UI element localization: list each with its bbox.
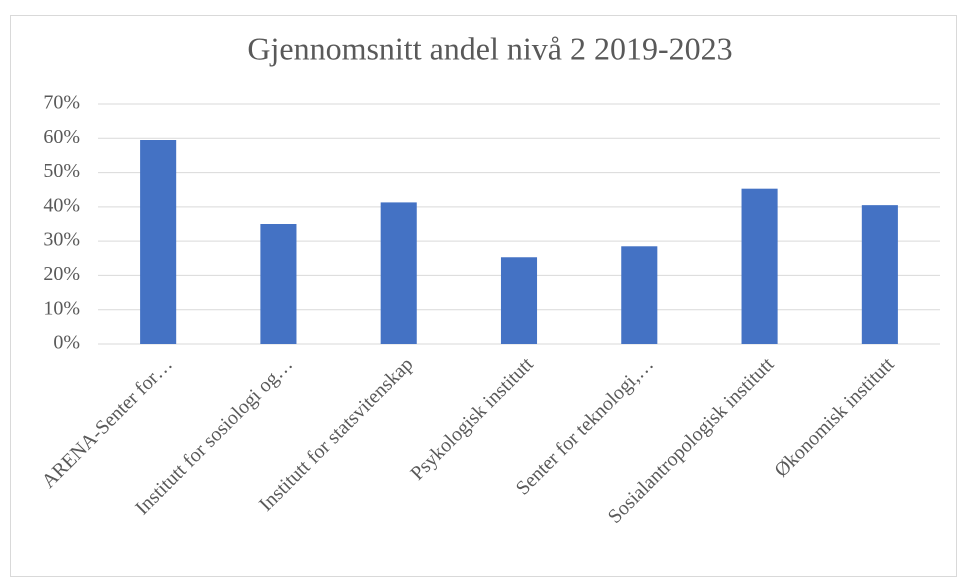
y-tick-label: 40% [43, 194, 80, 216]
bar [260, 224, 297, 344]
chart-title: Gjennomsnitt andel nivå 2 2019-2023 [247, 30, 732, 66]
bar [861, 205, 898, 344]
bar [500, 257, 538, 344]
y-tick-label: 10% [43, 297, 80, 319]
bar [140, 140, 177, 344]
y-tick-label: 70% [43, 92, 80, 114]
y-tick-label: 20% [43, 263, 80, 285]
y-tick-label: 50% [43, 160, 80, 182]
bar [380, 202, 417, 344]
y-tick-label: 30% [43, 229, 80, 251]
y-tick-label: 0% [53, 332, 80, 354]
bar [741, 188, 778, 344]
bar [621, 246, 658, 344]
y-tick-label: 60% [43, 126, 80, 148]
